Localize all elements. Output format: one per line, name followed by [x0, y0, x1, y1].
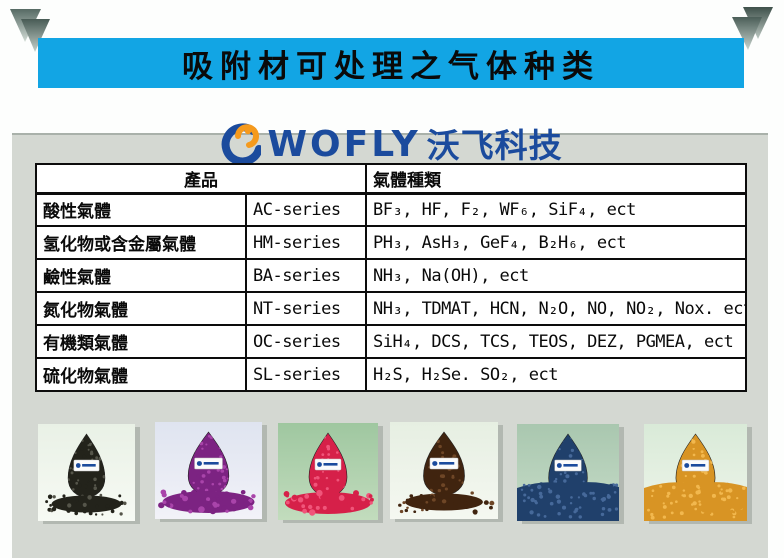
- corner-triangles-right: [726, 4, 778, 67]
- table-header-row: 產品 氣體種類: [35, 163, 747, 195]
- cell-series: HM-series: [245, 225, 367, 260]
- product-photo: [155, 422, 262, 519]
- product-photo: [38, 424, 135, 521]
- flask-label: [554, 459, 582, 472]
- flask-label: [73, 459, 100, 472]
- logo-brand-text: WOFLY: [267, 124, 421, 165]
- cell-series: BA-series: [245, 258, 367, 293]
- gas-types-table: 產品 氣體種類 酸性氣體 AC-series BF₃, HF, F₂, WF₆,…: [35, 163, 747, 392]
- granule-pile: [517, 482, 619, 521]
- cell-category: 硫化物氣體: [35, 357, 247, 392]
- title-banner: 吸附材可处理之气体种类: [38, 38, 744, 88]
- product-photo: [517, 424, 619, 521]
- granule-pile: [398, 491, 495, 515]
- granule-pile: [158, 489, 256, 515]
- cell-gases: H₂S, H₂Se. SO₂, ect: [365, 357, 747, 392]
- cell-gases: BF₃, HF, F₂, WF₆, SiF₄, ect: [365, 192, 747, 227]
- table-row: 酸性氣體 AC-series BF₃, HF, F₂, WF₆, SiF₄, e…: [35, 192, 747, 227]
- header-gas-types: 氣體種類: [365, 163, 747, 195]
- cell-series: NT-series: [245, 291, 367, 326]
- cell-series: SL-series: [245, 357, 367, 392]
- page-title: 吸附材可处理之气体种类: [182, 48, 600, 85]
- table-row: 氢化物或含金屬氣體 HM-series PH₃, AsH₃, GeF₄, B₂H…: [35, 225, 747, 260]
- cell-category: 鹼性氣體: [35, 258, 247, 293]
- flask-label: [314, 458, 342, 471]
- granule-pile: [283, 489, 374, 516]
- corner-triangles-left: [4, 4, 60, 63]
- table-row: 氮化物氣體 NT-series NH₃, TDMAT, HCN, N₂O, NO…: [35, 291, 747, 326]
- product-photo-strip: [0, 422, 784, 524]
- cell-category: 有機類氣體: [35, 324, 247, 359]
- product-photo: [390, 422, 498, 519]
- wofly-swirl-icon: [221, 122, 264, 168]
- logo-brand-cn-text: 沃飞科技: [426, 125, 563, 165]
- product-photo: [278, 423, 378, 520]
- table-row: 硫化物氣體 SL-series H₂S, H₂Se. SO₂, ect: [35, 357, 747, 392]
- cell-series: AC-series: [245, 192, 367, 227]
- cell-category: 氢化物或含金屬氣體: [35, 225, 247, 260]
- cell-gases: NH₃, TDMAT, HCN, N₂O, NO, NO₂, Nox. ect: [365, 291, 747, 326]
- cell-category: 酸性氣體: [35, 192, 247, 227]
- cell-category: 氮化物氣體: [35, 291, 247, 326]
- flask-label: [194, 457, 223, 470]
- header-product: 產品: [35, 163, 367, 195]
- cell-series: OC-series: [245, 324, 367, 359]
- granule-pile: [45, 493, 127, 516]
- table-row: 鹼性氣體 BA-series NH₃, Na(OH), ect: [35, 258, 747, 293]
- company-logo: WOFLY 沃飞科技: [0, 121, 784, 169]
- flask-label: [681, 459, 710, 472]
- product-photo: [644, 424, 747, 521]
- flask-label: [429, 457, 459, 470]
- cell-gases: SiH₄, DCS, TCS, TEOS, DEZ, PGMEA, ect: [365, 324, 747, 359]
- granule-pile: [644, 482, 747, 521]
- cell-gases: NH₃, Na(OH), ect: [365, 258, 747, 293]
- table-row: 有機類氣體 OC-series SiH₄, DCS, TCS, TEOS, DE…: [35, 324, 747, 359]
- cell-gases: PH₃, AsH₃, GeF₄, B₂H₆, ect: [365, 225, 747, 260]
